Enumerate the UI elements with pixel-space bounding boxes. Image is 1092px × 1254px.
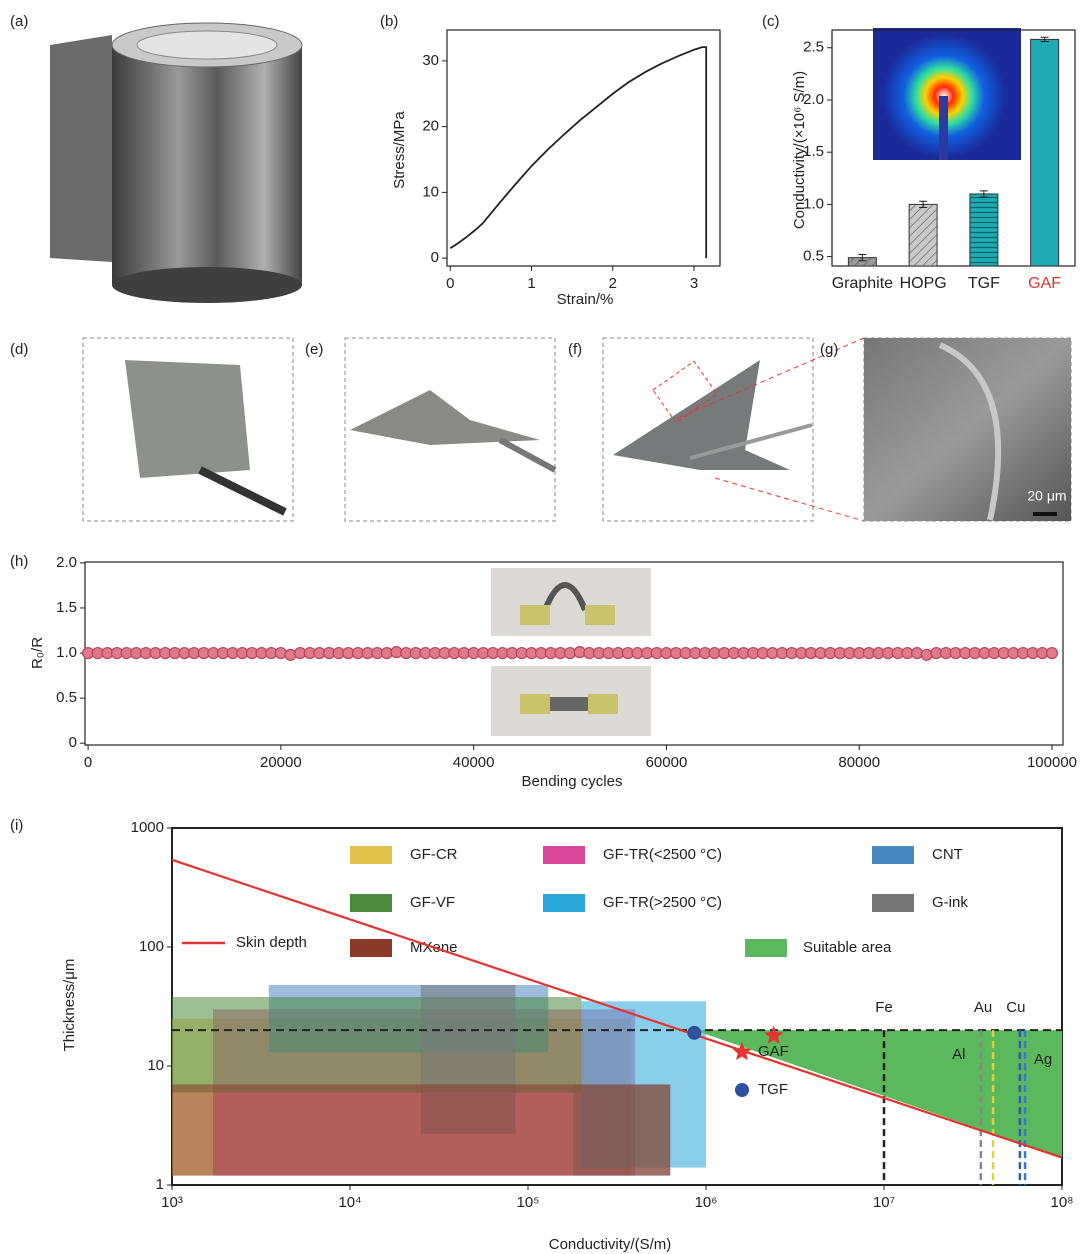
region [172, 997, 582, 1092]
scale-bar-label: 20 μm [1027, 488, 1066, 504]
x-axis-label: Conductivity/(S/m) [549, 1236, 672, 1253]
y-tick-label: 0 [69, 734, 77, 751]
panel-label: (a) [10, 13, 28, 30]
panel-label: (f) [568, 341, 582, 358]
legend-label: GF-VF [410, 894, 455, 911]
legend-swatch [872, 894, 914, 912]
x-axis-label: Strain/% [557, 291, 614, 308]
panel-label: (d) [10, 341, 28, 358]
x-tick-label: 60000 [646, 754, 688, 771]
y-tick-label: 1 [156, 1176, 164, 1193]
legend-swatch [745, 939, 787, 957]
legend-label: GF-CR [410, 846, 458, 863]
bar-hatch [909, 204, 937, 266]
x-tick-label: GAF [1028, 275, 1061, 292]
y-tick-label: 100 [139, 938, 164, 955]
legend-label: GF-TR(>2500 °C) [603, 894, 722, 911]
legend-swatch [543, 846, 585, 864]
x-tick-label: 10⁴ [338, 1194, 361, 1211]
data-point [687, 1026, 701, 1040]
y-tick-label: 20 [422, 118, 439, 135]
x-tick-label: 2 [609, 275, 617, 292]
x-tick-label: 10³ [161, 1194, 183, 1211]
x-tick-label: 1 [527, 275, 535, 292]
stress-curve [450, 47, 706, 258]
panel-label: (c) [762, 13, 780, 30]
x-tick-label: 80000 [838, 754, 880, 771]
metal-label: Ag [1034, 1051, 1052, 1068]
legend-swatch [543, 894, 585, 912]
photo-roll [50, 23, 302, 303]
y-axis-label: Conductivity/(×10⁶ S/m) [791, 71, 808, 229]
photo-caption: Curling [355, 497, 399, 513]
x-tick-label: 20000 [260, 754, 302, 771]
y-tick-label: 0 [431, 249, 439, 266]
legend-label: GF-TR(<2500 °C) [603, 846, 722, 863]
bar [1031, 39, 1059, 266]
y-tick-label: 1.0 [56, 644, 77, 661]
y-axis-label: R₀/R [29, 637, 46, 669]
legend-swatch [350, 894, 392, 912]
x-tick-label: HOPG [900, 275, 947, 292]
x-tick-label: 10⁷ [873, 1194, 895, 1211]
legend-label: Suitable area [803, 939, 892, 956]
x-tick-label: 0 [84, 754, 92, 771]
y-axis-label: Thickness/μm [61, 959, 78, 1052]
data-point [1047, 648, 1058, 659]
chart: 0 10 20 30 0 1 2 3 Strain/% Stress/MPa [391, 30, 720, 308]
y-tick-label: 0.5 [803, 248, 824, 265]
legend-swatch [350, 939, 392, 957]
panel-label: (h) [10, 553, 28, 570]
y-tick-label: 30 [422, 52, 439, 69]
y-tick-label: 1.5 [56, 599, 77, 616]
photo-caption: Airplane [612, 497, 664, 513]
metal-label: Au [974, 999, 992, 1016]
region [172, 1084, 670, 1175]
photo-content [125, 338, 1071, 521]
page: { "panel_labels": ["(a)", "(b)", "(c)", … [0, 0, 1092, 1254]
photo-caption: Bending [93, 497, 144, 513]
x-tick-label: 100000 [1027, 754, 1077, 771]
y-tick-label: 10 [422, 183, 439, 200]
legend-label: CNT [932, 846, 963, 863]
x-tick-label: Graphite [832, 275, 893, 292]
y-tick-label: 2.0 [56, 554, 77, 571]
x-tick-label: 10⁸ [1050, 1194, 1073, 1211]
bar-hatch [970, 194, 998, 266]
legend-swatch [872, 846, 914, 864]
panel-label: (g) [820, 341, 838, 358]
inset-diffraction [873, 28, 1021, 160]
figure: (a) (b) (c) (d) (e) (f) (g) (h) (i) Bending Curlin… [0, 0, 1092, 1254]
legend-label: TGF [758, 1081, 788, 1098]
panel-label: (e) [305, 341, 323, 358]
chart: 1 10 100 1000 10³ 10⁴ 10⁵ 10⁶ 10⁷ 10⁸ Conductivity… [61, 819, 1074, 1253]
legend-label: Skin depth [236, 934, 307, 951]
y-tick-label: 1000 [131, 819, 164, 836]
y-tick-label: 0.5 [56, 689, 77, 706]
y-tick-label: 10 [147, 1057, 164, 1074]
x-tick-label: 40000 [453, 754, 495, 771]
metal-label: Fe [875, 999, 893, 1016]
legend-marker [735, 1083, 749, 1097]
legend-label: GAF [758, 1043, 789, 1060]
y-tick-label: 2.5 [803, 39, 824, 56]
x-tick-label: 10⁶ [695, 1194, 718, 1211]
x-tick-label: 10⁵ [517, 1194, 540, 1211]
metal-label: Cu [1006, 999, 1025, 1016]
x-tick-label: 0 [446, 275, 454, 292]
legend-swatch [350, 846, 392, 864]
x-axis-label: Bending cycles [522, 773, 623, 790]
x-tick-label: TGF [968, 275, 1000, 292]
plot-frame [447, 30, 720, 266]
y-axis-label: Stress/MPa [391, 111, 408, 189]
panel-label: (i) [10, 817, 23, 834]
legend-label: G-ink [932, 894, 968, 911]
metal-label: Al [952, 1046, 965, 1063]
x-tick-label: 3 [690, 275, 698, 292]
panel-label: (b) [380, 13, 398, 30]
